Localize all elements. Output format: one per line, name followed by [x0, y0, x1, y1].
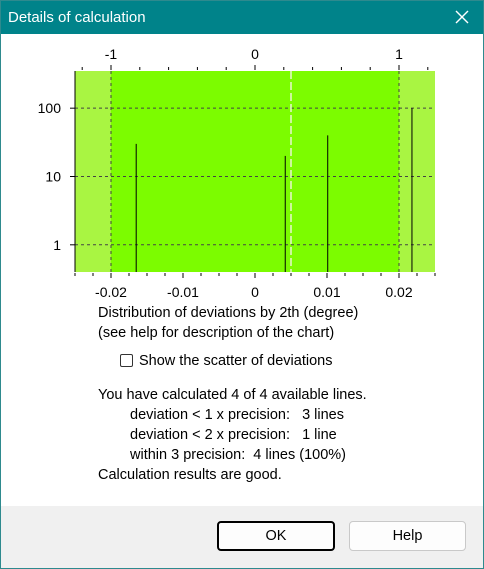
chart-band — [399, 71, 435, 272]
window-title: Details of calculation — [8, 9, 146, 26]
y-tick-label: 10 — [45, 168, 61, 184]
button-bar: OK Help — [1, 506, 483, 568]
ok-button[interactable]: OK — [217, 521, 335, 551]
title-bar: Details of calculation — [1, 1, 483, 34]
close-icon — [455, 10, 469, 24]
x-tick-label: 0 — [251, 284, 259, 300]
close-button[interactable] — [447, 3, 477, 31]
summary-result: Calculation results are good. — [98, 467, 282, 483]
summary-total: You have calculated 4 of 4 available lin… — [98, 387, 367, 403]
help-button[interactable]: Help — [349, 521, 466, 551]
scatter-checkbox[interactable] — [120, 354, 133, 367]
top-tick-label: 0 — [251, 46, 259, 62]
summary-deviation-1x: deviation < 1 x precision: 3 lines — [130, 407, 344, 423]
y-tick-label: 100 — [38, 100, 62, 116]
deviation-chart: 1 10 100 -0.02 -0.01 0 0.01 0.02 -1 0 1 — [38, 46, 436, 300]
chart-band — [75, 71, 111, 272]
chart-caption-help: (see help for description of the chart) — [98, 325, 335, 341]
top-tick-label: -1 — [105, 46, 118, 62]
x-tick-label: 0.01 — [313, 284, 340, 300]
x-tick-label: -0.02 — [95, 284, 127, 300]
chart-band — [111, 71, 399, 272]
chart-caption: Distribution of deviations by 2th (degre… — [98, 305, 359, 321]
y-tick-label: 1 — [53, 237, 61, 253]
summary-within-3: within 3 precision: 4 lines (100%) — [130, 447, 346, 463]
x-tick-label: -0.01 — [167, 284, 199, 300]
top-tick-label: 1 — [395, 46, 403, 62]
dialog-content: 1 10 100 -0.02 -0.01 0 0.01 0.02 -1 0 1 Distributi… — [1, 34, 483, 506]
scatter-checkbox-label[interactable]: Show the scatter of deviations — [139, 353, 333, 369]
x-tick-label: 0.02 — [385, 284, 412, 300]
summary-deviation-2x: deviation < 2 x precision: 1 line — [130, 427, 337, 443]
